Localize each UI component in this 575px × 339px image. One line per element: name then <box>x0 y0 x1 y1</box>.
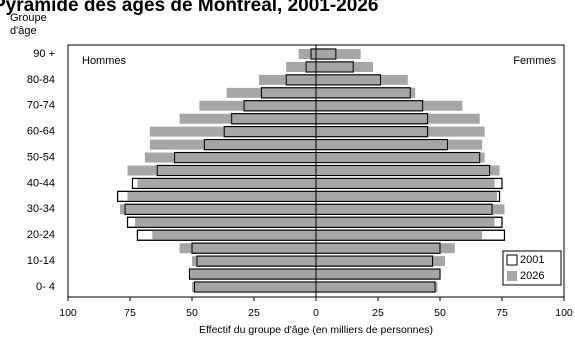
bar <box>149 126 316 137</box>
bar <box>134 217 316 228</box>
x-tick-label: 100 <box>555 307 573 319</box>
x-tick-label: 25 <box>372 307 384 319</box>
bar <box>316 230 483 241</box>
bar <box>316 191 498 202</box>
y-tick-label: 20-24 <box>27 229 55 241</box>
bar <box>152 230 316 241</box>
bar <box>316 165 500 176</box>
legend-swatch <box>507 271 517 281</box>
x-tick-label: 50 <box>434 307 446 319</box>
x-tick-label: 25 <box>248 307 260 319</box>
bar <box>192 282 316 292</box>
bar <box>226 87 316 98</box>
x-tick-label: 50 <box>186 307 198 319</box>
bar <box>137 178 316 189</box>
y-tick-label: 30-34 <box>27 203 55 215</box>
bar <box>316 282 438 292</box>
bar <box>199 100 316 111</box>
bar <box>316 152 485 163</box>
bar <box>192 256 316 267</box>
bar <box>316 139 483 150</box>
bar <box>258 74 316 85</box>
x-tick-label: 75 <box>124 307 136 319</box>
bar <box>316 217 495 228</box>
bar <box>316 113 480 124</box>
bar <box>286 61 316 72</box>
x-tick-label: 0 <box>313 307 319 319</box>
bar <box>120 204 316 215</box>
y-tick-label: 60-64 <box>27 126 55 138</box>
bar <box>316 269 440 280</box>
right-label: Femmes <box>513 55 556 67</box>
y-tick-label: 40-44 <box>27 177 55 189</box>
bar <box>127 191 317 202</box>
bar <box>179 243 316 254</box>
legend-label: 2026 <box>520 270 544 282</box>
bar <box>316 49 361 59</box>
x-tick-label: 100 <box>59 307 77 319</box>
bar <box>316 243 455 254</box>
y-tick-label: 90 + <box>33 48 55 60</box>
x-tick-label: 75 <box>496 307 508 319</box>
bar <box>316 204 505 215</box>
bar <box>316 178 495 189</box>
bar <box>127 165 317 176</box>
bar <box>179 113 316 124</box>
bar <box>316 61 374 72</box>
y-axis-title: Groupe <box>10 12 47 24</box>
bar <box>316 100 463 111</box>
y-tick-label: 0- 4 <box>36 281 55 293</box>
y-tick-label: 80-84 <box>27 74 55 86</box>
bar <box>316 256 445 267</box>
bar <box>149 139 316 150</box>
y-axis-title: d'âge <box>10 25 37 37</box>
y-tick-label: 50-54 <box>27 151 55 163</box>
legend-swatch <box>506 254 518 266</box>
bar <box>144 152 316 163</box>
left-label: Hommes <box>82 55 127 67</box>
x-axis-title: Effectif du groupe d'âge (en milliers de… <box>199 324 433 336</box>
bar <box>189 269 316 280</box>
legend-label: 2001 <box>520 254 544 266</box>
bar <box>316 74 408 85</box>
bar <box>316 126 485 137</box>
bar <box>316 87 416 98</box>
chart-title: Pyramide des âges de Montréal, 2001-2026 <box>0 0 378 16</box>
y-tick-label: 70-74 <box>27 100 55 112</box>
y-tick-label: 10-14 <box>27 255 55 267</box>
bar <box>298 49 316 59</box>
